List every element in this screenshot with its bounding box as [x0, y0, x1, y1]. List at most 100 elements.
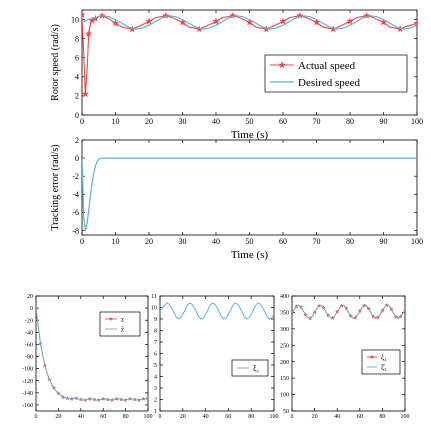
y-tick-label: 0	[30, 306, 33, 312]
x-tick-label: 100	[144, 414, 153, 420]
y-tick-label: 2	[75, 136, 79, 145]
series-line	[160, 302, 274, 320]
data-point-star	[292, 309, 295, 315]
legend-label: Actual speed	[298, 60, 356, 72]
series-group	[160, 302, 274, 320]
series-line	[82, 157, 417, 231]
chart-xi2: 0 20 40 60 80 100 400 350 300 250 200 150 100 50 ξ₂ ξ̂₂	[280, 294, 410, 420]
legend-label: ξ̂₂	[381, 363, 387, 371]
data-point-star	[212, 17, 220, 25]
x-axis-label: Time (s)	[231, 249, 269, 261]
y-tick-label: 400	[280, 294, 289, 300]
y-tick-label: 0	[75, 111, 79, 120]
y-tick-label: 6	[75, 54, 79, 63]
x-tick-label: 30	[179, 237, 187, 246]
legend-marker	[278, 61, 286, 69]
x-tick-label: 80	[123, 414, 129, 420]
x-tick-label: 50	[246, 117, 254, 126]
y-tick-label: -6	[72, 208, 79, 217]
plot-frame	[35, 295, 149, 412]
legend-box	[264, 54, 408, 93]
y-tick-label: -8	[72, 226, 79, 235]
x-tick-label: 20	[55, 414, 61, 420]
series-group	[82, 157, 417, 231]
x-tick-label: 100	[401, 414, 410, 420]
y-tick-label: 1	[154, 409, 157, 415]
y-tick-label: -80	[25, 355, 33, 361]
y-tick-label: 2	[154, 398, 157, 404]
series-group	[82, 10, 417, 98]
y-tick-label: 10	[71, 15, 79, 24]
data-point-star	[279, 17, 287, 25]
x-tick-label: 60	[100, 414, 106, 420]
y-axis-label: Rotor speed (rad/s)	[50, 24, 61, 101]
data-point-star	[111, 19, 120, 27]
legend-box	[99, 311, 141, 337]
x-tick-label: 10	[112, 117, 120, 126]
plot-frame	[81, 139, 418, 236]
legend-box	[231, 359, 269, 377]
series-group	[292, 302, 405, 321]
y-tick-label: 4	[75, 73, 79, 82]
y-tick-label: 6	[154, 352, 157, 358]
legend-label: ξ₁	[253, 364, 260, 373]
x-tick-label: 60	[279, 237, 287, 246]
legend: ξ₂ ξ̂₂	[361, 349, 401, 375]
y-tick-label: -60	[25, 343, 33, 349]
x-tick-label: 80	[379, 414, 385, 420]
y-tick-label: 5	[154, 363, 157, 369]
y-tick-label: 8	[75, 34, 79, 43]
y-tick-label: 11	[151, 294, 157, 300]
y-tick-label: 10	[151, 306, 157, 312]
series-line	[82, 15, 417, 30]
x-tick-label: 20	[312, 414, 318, 420]
x-tick-label: 0	[80, 237, 84, 246]
series-line	[292, 304, 405, 319]
x-tick-label: 0	[80, 117, 84, 126]
x-tick-label: 90	[380, 117, 388, 126]
x-tick-label: 40	[203, 414, 209, 420]
data-point-star	[413, 19, 417, 27]
x-tick-label: 40	[334, 414, 340, 420]
x-tick-label: 60	[279, 117, 287, 126]
y-tick-label: 200	[280, 360, 289, 366]
y-axis-label: Tracking error (rad/s)	[50, 144, 61, 230]
x-tick-label: 100	[411, 237, 423, 246]
y-tick-label: 20	[27, 294, 33, 300]
data-point-star	[82, 10, 86, 19]
x-tick-label: 10	[112, 237, 120, 246]
y-tick-label: 100	[280, 393, 289, 399]
x-tick-label: 80	[346, 117, 354, 126]
y-tick-label: 3	[154, 386, 157, 392]
series-group	[36, 305, 148, 403]
y-tick-label: 150	[280, 376, 289, 382]
data-point-star	[85, 29, 93, 38]
data-point-star	[346, 17, 354, 25]
chart-z: 0 20 40 60 80 100 20 0 -20 -40 -60 -80 -100 -120 -140 -…	[22, 294, 153, 420]
legend-label: ξ₂	[381, 353, 387, 361]
x-tick-label: 90	[380, 237, 388, 246]
x-tick-label: 30	[179, 117, 187, 126]
y-tick-label: -2	[72, 172, 79, 181]
y-tick-label: -140	[22, 391, 33, 397]
x-tick-label: 80	[248, 414, 254, 420]
x-tick-label: 60	[357, 414, 363, 420]
x-tick-label: 50	[246, 237, 254, 246]
data-point-star	[82, 90, 90, 98]
x-tick-label: 0	[291, 414, 294, 420]
x-tick-label: 20	[180, 414, 186, 420]
y-tick-label: 350	[280, 311, 289, 317]
y-tick-label: 4	[154, 375, 157, 381]
legend: Actual speed Desired speed	[264, 54, 408, 93]
plot-frame	[159, 295, 275, 412]
x-tick-label: 0	[35, 414, 38, 420]
y-tick-label: 8	[154, 329, 157, 335]
x-tick-label: 40	[212, 237, 220, 246]
x-tick-label: 60	[225, 414, 231, 420]
y-tick-label: -40	[25, 330, 33, 336]
legend-label: z	[121, 315, 124, 323]
x-tick-label: 40	[212, 117, 220, 126]
legend: ξ₁	[231, 359, 269, 377]
legend-box	[361, 349, 401, 375]
